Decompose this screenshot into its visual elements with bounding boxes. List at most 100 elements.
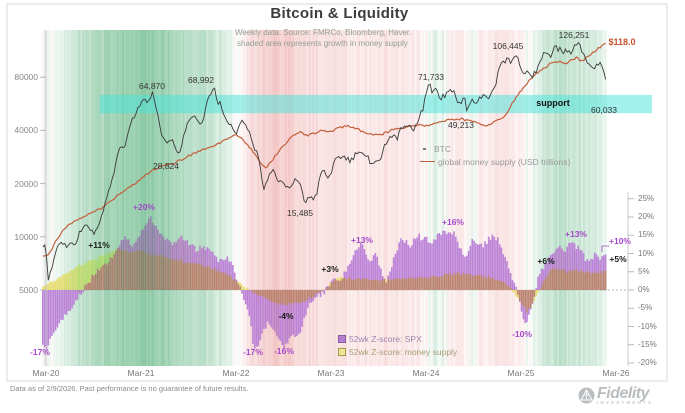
- money-growth-stripe: [577, 30, 580, 366]
- spx-zscore-bar: [581, 250, 583, 290]
- money-growth-stripe: [412, 30, 415, 366]
- spx-zscore-bar: [396, 250, 399, 290]
- money-growth-stripe: [566, 30, 569, 366]
- money-growth-stripe: [345, 30, 348, 366]
- spx-zscore-bar: [453, 231, 455, 290]
- btc-value-annotation: 64,870: [139, 81, 165, 91]
- money-growth-stripe: [255, 30, 258, 366]
- spx-zscore-bar: [531, 290, 534, 304]
- spx-zscore-bar: [74, 290, 77, 301]
- right-axis-label: 25%: [638, 193, 655, 203]
- money-growth-stripe: [56, 30, 59, 366]
- spx-zscore-bar: [204, 249, 207, 290]
- spx-zscore-bar: [275, 290, 278, 336]
- money-growth-stripe: [226, 30, 229, 366]
- spx-zscore-bar: [579, 249, 581, 290]
- ms-zscore-bar: [515, 290, 517, 297]
- ms-zscore-bar: [42, 286, 44, 290]
- money-growth-stripe: [584, 30, 587, 366]
- money-growth-stripe: [518, 30, 521, 366]
- ms-zscore-bar: [80, 265, 82, 290]
- spx-zscore-bar: [562, 250, 565, 290]
- spx-zscore-bar: [507, 268, 510, 290]
- money-growth-stripe: [381, 30, 384, 366]
- money-growth-stripe: [591, 30, 594, 366]
- money-growth-stripe: [513, 30, 516, 366]
- spx-zscore-bar: [604, 254, 607, 290]
- money-growth-stripe: [58, 30, 61, 366]
- spx-zscore-bar: [306, 290, 309, 308]
- spx-zscore-bar: [445, 234, 448, 290]
- spx-zscore-bar: [520, 290, 523, 312]
- spx-zscore-bar: [376, 256, 379, 290]
- spx-zscore-bar: [104, 263, 106, 290]
- money-growth-stripe: [374, 30, 377, 366]
- spx-zscore-bar: [597, 256, 600, 290]
- money-growth-stripe: [102, 30, 105, 366]
- right-axis-label: 0%: [638, 285, 650, 294]
- legend-item-money-supply: global money supply (USD trillions): [420, 155, 570, 168]
- spx-zscore-bar: [370, 260, 373, 290]
- spx-zscore-bar: [464, 256, 466, 290]
- spx-zscore-bar: [526, 290, 528, 323]
- spx-zscore-bar: [63, 290, 66, 315]
- money-growth-stripe: [299, 30, 302, 366]
- ms-zscore-bar: [53, 281, 55, 290]
- spx-zscore-bar: [197, 251, 199, 290]
- money-growth-stripe: [142, 30, 145, 366]
- ms-zscore-bar: [60, 277, 62, 290]
- money-growth-stripe: [590, 30, 592, 366]
- spx-zscore-bar: [502, 254, 505, 290]
- money-growth-stripe: [321, 30, 324, 366]
- ms-zscore-bar: [89, 260, 92, 290]
- spx-zscore-bar: [279, 290, 282, 341]
- spx-zscore-bar: [237, 283, 240, 290]
- spx-zscore-bar: [248, 290, 251, 317]
- spx-zscore-bar: [517, 290, 519, 296]
- spx-zscore-bar: [182, 240, 185, 290]
- spx-zscore-bar: [303, 290, 305, 319]
- spx-zscore-annotation: -17%: [243, 347, 263, 357]
- money-growth-stripe: [131, 30, 134, 366]
- spx-zscore-bar: [511, 280, 514, 290]
- money-growth-stripe: [363, 30, 366, 366]
- left-axis-label: 40000: [14, 125, 38, 136]
- money-growth-stripe: [297, 30, 300, 366]
- ms-zscore-annotation: +6%: [537, 256, 555, 266]
- money-growth-stripe: [551, 30, 554, 366]
- money-growth-stripe: [580, 30, 583, 366]
- spx-zscore-bar: [323, 290, 326, 295]
- spx-zscore-bar: [305, 290, 307, 316]
- money-growth-stripe: [295, 30, 298, 366]
- money-growth-stripe: [361, 30, 364, 366]
- spx-zscore-bar: [495, 240, 497, 290]
- money-growth-stripe: [244, 30, 247, 366]
- money-growth-stripe: [208, 30, 211, 366]
- money-growth-stripe: [496, 30, 499, 366]
- money-growth-stripe: [277, 30, 280, 366]
- spx-zscore-bar: [434, 239, 437, 290]
- money-growth-stripe: [71, 30, 74, 366]
- money-growth-stripe: [357, 30, 360, 366]
- spx-zscore-bar: [155, 225, 157, 290]
- spx-zscore-bar: [257, 290, 260, 347]
- x-axis-label: Mar-26: [602, 368, 630, 378]
- ms-zscore-annotation: -4%: [278, 311, 294, 321]
- spx-zscore-bar: [221, 258, 223, 290]
- money-growth-stripe: [122, 30, 125, 366]
- money-growth-stripe: [233, 30, 236, 366]
- ms-zscore-bar: [65, 272, 68, 290]
- spx-zscore-bar: [524, 290, 527, 324]
- spx-zscore-bar: [157, 229, 159, 290]
- spx-zscore-bar: [131, 246, 134, 290]
- spx-zscore-annotation: +10%: [609, 236, 631, 246]
- money-growth-stripe: [213, 30, 216, 366]
- money-growth-stripe: [151, 30, 154, 366]
- money-growth-stripe: [323, 30, 326, 366]
- money-growth-stripe: [524, 30, 527, 366]
- money-growth-stripe: [69, 30, 72, 366]
- money-growth-stripe: [160, 30, 163, 366]
- spx-zscore-bar: [186, 240, 188, 290]
- money-growth-stripe: [125, 30, 128, 366]
- ms-zscore-bar: [513, 290, 516, 293]
